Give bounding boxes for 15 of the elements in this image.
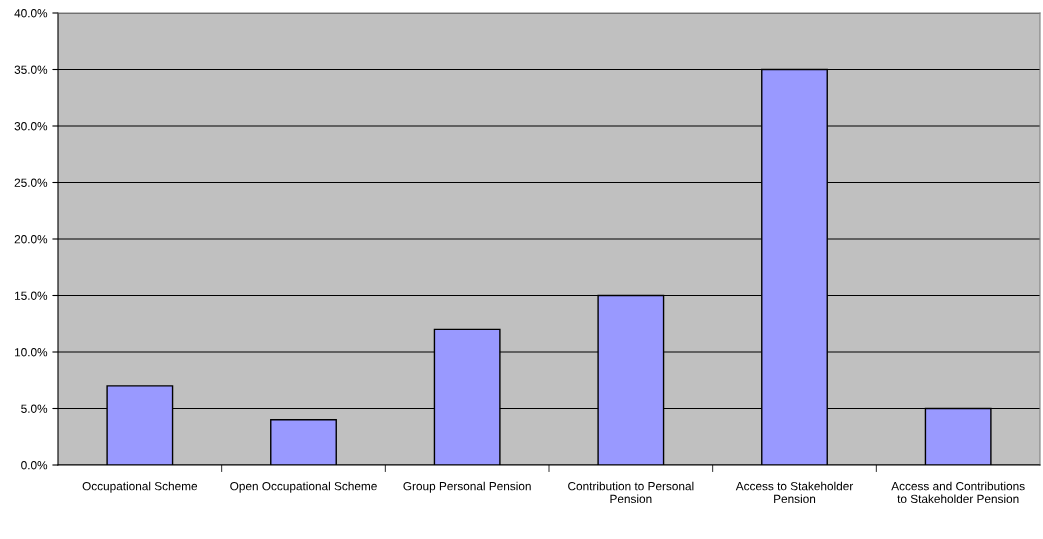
x-tick-label: Contribution to Personal Pension [568, 481, 694, 504]
x-tick-label: Occupational Scheme [82, 481, 198, 493]
y-tick-label: 35.0% [14, 65, 48, 74]
y-tick-label: 0.0% [21, 461, 48, 470]
y-tick-label: 10.0% [15, 348, 48, 357]
y-tick-label: 20.0% [14, 235, 48, 244]
x-tick-label: Group Personal Pension [403, 481, 531, 493]
x-tick-label: Access and Contributions to Stakeholder Pension [891, 481, 1025, 504]
y-tick-label: 25.0% [14, 178, 48, 187]
x-tick-label: Access to Stakeholder Pension [735, 481, 854, 504]
y-tick-label: 15.0% [15, 291, 48, 300]
y-tick-label: 40.0% [14, 9, 48, 18]
y-tick-label: 30.0% [14, 122, 48, 131]
x-tick-label: Open Occupational Scheme [230, 481, 377, 493]
y-tick-label: 5.0% [21, 404, 48, 413]
